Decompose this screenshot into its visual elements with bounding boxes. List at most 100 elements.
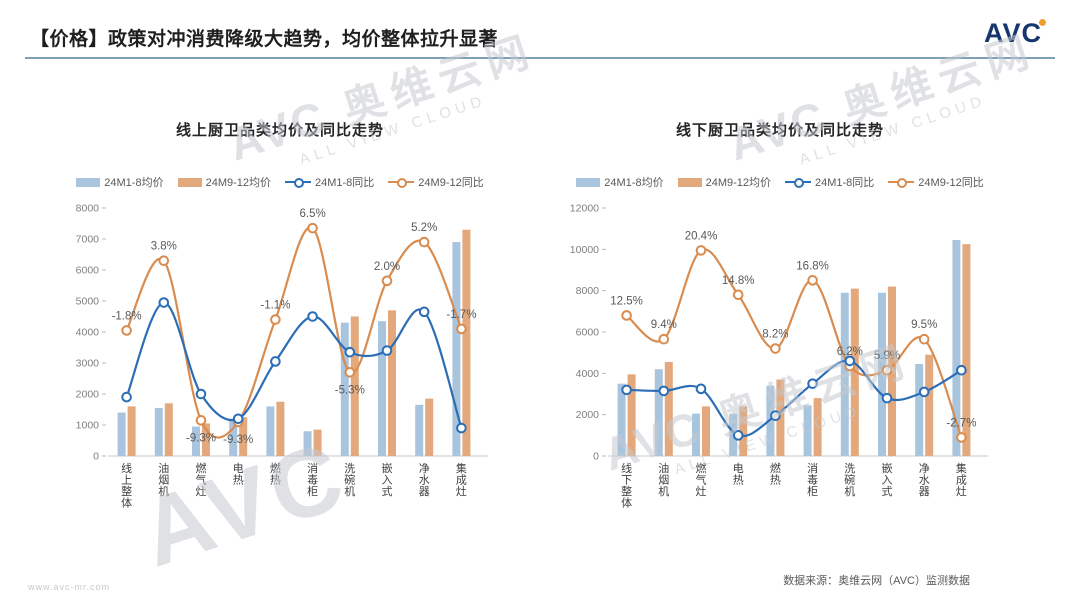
x-category-label: 燃 bbox=[270, 461, 281, 475]
y-tick-label: 4000 bbox=[76, 327, 100, 339]
legend-bar-swatch-icon bbox=[677, 177, 702, 187]
y-tick-label: 7000 bbox=[76, 234, 100, 246]
bar-24M9-12均价 bbox=[276, 401, 285, 456]
yoy-label: 6.5% bbox=[299, 208, 325, 220]
avc-logo: AVC bbox=[984, 18, 1046, 49]
x-category-label: 集 bbox=[956, 461, 967, 475]
y-tick-label: 10000 bbox=[570, 244, 599, 256]
offline-chart: 0 2000 4000 6000 8000 10000 12000 12.5% 9.4% 20.4… bbox=[570, 203, 988, 510]
x-category-label: 入 bbox=[382, 475, 393, 487]
line-marker-24M1-8同比 bbox=[195, 388, 207, 400]
bar-24M9-12均价 bbox=[127, 406, 136, 456]
offline-chart-title: 线下厨卫品类均价及同比走势 bbox=[675, 122, 884, 139]
logo-dot-icon bbox=[1039, 19, 1046, 26]
y-tick-label: 4000 bbox=[576, 368, 600, 380]
legend-line-swatch-icon bbox=[785, 177, 811, 188]
legend-item: 24M9-12均价 bbox=[677, 174, 771, 190]
line-marker-24M1-8同比 bbox=[456, 422, 467, 434]
bar-24M1-8均价 bbox=[229, 418, 238, 456]
line-marker-24M1-8同比 bbox=[158, 297, 170, 308]
y-tick-label: 6000 bbox=[76, 265, 100, 277]
bar-24M9-12均价 bbox=[813, 398, 822, 456]
line-marker-24M9-12同比 bbox=[456, 323, 467, 335]
legend-label: 24M9-12同比 bbox=[418, 177, 484, 189]
page-title: 【价格】政策对冲消费降级大趋势，均价整体拉升显著 bbox=[30, 29, 499, 50]
yoy-label: -5.3% bbox=[335, 384, 365, 396]
x-category-label: 热 bbox=[770, 474, 781, 487]
x-category-label: 热 bbox=[270, 474, 281, 487]
online-chart-panel: 线上厨卫品类均价及同比走势 24M1-8均价 24M9-12均价 24M1-8同比 2… bbox=[60, 105, 500, 578]
x-category-label: 成 bbox=[956, 474, 967, 487]
x-category-label: 柜 bbox=[807, 485, 818, 498]
bar-24M1-8均价 bbox=[654, 369, 663, 456]
line-marker-24M9-12同比 bbox=[956, 432, 967, 443]
online-chart-title: 线上厨卫品类均价及同比走势 bbox=[175, 122, 384, 139]
x-category-label: 机 bbox=[158, 484, 169, 498]
bar-24M9-12均价 bbox=[776, 379, 785, 456]
bar-24M9-12均价 bbox=[739, 406, 748, 456]
bar-24M9-12均价 bbox=[239, 417, 248, 456]
line-marker-24M1-8同比 bbox=[770, 410, 781, 421]
online-chart: 0 1000 2000 3000 4000 5000 6000 7000 8000 -1.8% 3.… bbox=[76, 203, 488, 510]
legend-label: 24M9-12均价 bbox=[205, 177, 271, 189]
line-marker-24M9-12同比 bbox=[695, 245, 707, 256]
legend-line-swatch-icon bbox=[888, 177, 915, 188]
x-category-label: 嵌 bbox=[382, 462, 393, 475]
chart-legend: 24M1-8均价 24M9-12均价 24M1-8同比 24M9-12同比 bbox=[60, 174, 500, 190]
line-marker-24M1-8同比 bbox=[344, 346, 356, 358]
line-marker-24M1-8同比 bbox=[881, 392, 893, 404]
x-category-label: 气 bbox=[696, 473, 707, 487]
x-category-label: 器 bbox=[919, 485, 930, 498]
x-category-label: 灶 bbox=[196, 485, 207, 498]
line-marker-24M9-12同比 bbox=[121, 325, 132, 336]
yoy-label: 9.5% bbox=[911, 319, 937, 331]
x-category-label: 水 bbox=[419, 474, 430, 487]
x-category-label: 气 bbox=[196, 473, 207, 487]
x-category-label: 水 bbox=[919, 474, 930, 487]
x-category-label: 碗 bbox=[844, 473, 855, 487]
x-category-label: 柜 bbox=[307, 485, 318, 498]
legend-item: 24M9-12同比 bbox=[888, 174, 984, 190]
x-category-label: 烟 bbox=[158, 473, 169, 487]
y-tick-label: 6000 bbox=[576, 327, 600, 339]
y-tick-label: 0 bbox=[593, 451, 599, 463]
x-category-label: 灶 bbox=[696, 485, 707, 498]
x-category-label: 机 bbox=[658, 484, 669, 498]
x-category-label: 机 bbox=[344, 484, 355, 498]
line-marker-24M1-8同比 bbox=[418, 306, 430, 318]
yoy-label: 5.2% bbox=[411, 222, 437, 234]
data-source-note: 数据来源：奥维云网（AVC）监测数据 bbox=[783, 575, 970, 587]
y-tick-label: 8000 bbox=[576, 285, 600, 297]
bar-24M1-8均价 bbox=[617, 383, 626, 456]
yoy-label: 9.4% bbox=[651, 319, 677, 331]
bar-24M1-8均价 bbox=[415, 404, 424, 456]
legend-item: 24M9-12同比 bbox=[388, 174, 484, 190]
x-category-label: 燃 bbox=[696, 461, 707, 475]
legend-item: 24M1-8均价 bbox=[576, 174, 664, 190]
yoy-label: 8.2% bbox=[762, 329, 788, 341]
line-marker-24M9-12同比 bbox=[770, 343, 781, 354]
yoy-label: 3.8% bbox=[151, 241, 177, 253]
bar-24M1-8均价 bbox=[952, 240, 961, 456]
x-category-label: 消 bbox=[807, 461, 818, 475]
line-marker-24M9-12同比 bbox=[918, 333, 930, 345]
line-marker-24M9-12同比 bbox=[621, 310, 632, 321]
yoy-label: 20.4% bbox=[685, 230, 718, 242]
bar-24M9-12均价 bbox=[627, 374, 636, 456]
y-tick-label: 0 bbox=[93, 451, 99, 463]
bar-24M9-12均价 bbox=[925, 354, 934, 456]
bar-24M9-12均价 bbox=[425, 398, 434, 456]
yoy-label: 14.8% bbox=[722, 275, 755, 287]
line-marker-24M9-12同比 bbox=[732, 289, 744, 301]
y-tick-label: 2000 bbox=[76, 389, 100, 401]
x-category-label: 毒 bbox=[307, 474, 318, 487]
x-category-label: 式 bbox=[382, 485, 393, 498]
x-category-label: 整 bbox=[621, 484, 632, 498]
x-category-label: 净 bbox=[919, 461, 930, 475]
y-tick-label: 12000 bbox=[570, 203, 599, 215]
bar-24M1-8均价 bbox=[154, 407, 163, 456]
bar-24M1-8均价 bbox=[692, 413, 700, 456]
legend-label: 24M9-12均价 bbox=[705, 177, 771, 189]
x-category-label: 集 bbox=[456, 461, 467, 475]
legend-label: 24M1-8同比 bbox=[815, 177, 875, 189]
